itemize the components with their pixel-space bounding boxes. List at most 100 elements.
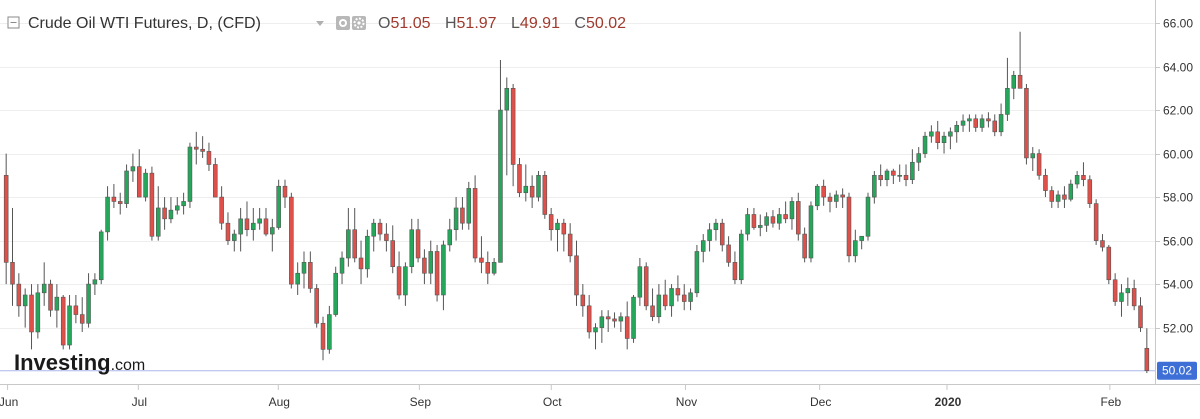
settings-icon[interactable] [352, 16, 366, 30]
candle-body [232, 233, 237, 241]
candle [1030, 147, 1036, 171]
candle-body [726, 244, 731, 263]
candle-body [593, 327, 598, 333]
candle [998, 103, 1004, 137]
candle-body [732, 262, 738, 281]
candle [935, 120, 940, 150]
candle-body [948, 131, 953, 137]
candle-body [187, 146, 193, 202]
candle-body [751, 214, 757, 228]
candle [929, 125, 934, 143]
candle [41, 262, 47, 306]
candle [1049, 186, 1055, 208]
candle [92, 273, 98, 295]
candle [941, 131, 947, 154]
candle-body [29, 294, 34, 333]
candle [22, 288, 28, 328]
candle-body [149, 172, 155, 237]
candle-body [98, 231, 104, 281]
candle-body [358, 257, 364, 270]
candle-body [1144, 347, 1150, 371]
candle-body [941, 135, 947, 144]
candle-body [498, 109, 503, 263]
candle-body [485, 262, 491, 274]
candle [618, 312, 624, 332]
candle-body [517, 164, 522, 194]
candle [194, 131, 199, 165]
candle [827, 192, 833, 213]
candle [681, 284, 687, 311]
candle [428, 240, 434, 285]
candle [485, 251, 491, 285]
logo-suffix: .com [111, 357, 146, 374]
candle-body [1119, 292, 1124, 302]
candle-body [567, 233, 573, 257]
candle-body [282, 185, 288, 198]
candle [29, 284, 34, 350]
candle-body [479, 257, 484, 263]
candle-body [986, 118, 991, 122]
candle-body [758, 225, 763, 228]
investing-logo: Investing.com [14, 350, 145, 375]
candle-body [276, 185, 281, 228]
y-tick-label: 60.00 [1163, 148, 1193, 162]
candle-body [605, 316, 611, 320]
ohlc-values: O51.05 H51.97 L49.91 C50.02 [378, 15, 626, 32]
candle-body [745, 214, 750, 235]
candle-body [447, 229, 453, 246]
candle-body [897, 175, 902, 177]
visibility-icon[interactable] [336, 16, 350, 30]
x-tick-label: Jul [132, 395, 147, 409]
candle [599, 310, 605, 343]
candle-body [453, 207, 459, 231]
candle [377, 218, 383, 241]
candle-body [574, 255, 579, 296]
candle-body [770, 216, 776, 224]
candle-body [1068, 183, 1074, 200]
candle-body [434, 251, 440, 296]
candle-body [428, 251, 434, 274]
x-tick-label: Sep [410, 395, 432, 409]
candle [333, 266, 338, 317]
candle [1131, 279, 1137, 311]
x-tick-label: Aug [269, 395, 290, 409]
candle-body [504, 88, 510, 111]
candle [1125, 277, 1131, 306]
candle [346, 207, 351, 267]
symbol-dropdown-icon[interactable] [316, 21, 324, 26]
close-label: C [574, 15, 586, 32]
candle [897, 164, 902, 182]
candle-body [719, 222, 725, 246]
candle-body [973, 118, 978, 128]
symbol-title[interactable]: Crude Oil WTI Futures, D, (CFD) [28, 15, 261, 32]
candle-body [688, 292, 693, 302]
candle [986, 112, 991, 128]
candle-body [124, 170, 129, 204]
chart-legend: Crude Oil WTI Futures, D, (CFD) O51.05 H… [7, 15, 626, 32]
candle-body [301, 262, 307, 274]
candle [270, 218, 275, 252]
candle-body [22, 294, 28, 307]
candle-body [713, 222, 719, 231]
candle [403, 262, 408, 306]
candle [764, 212, 769, 232]
high-value: 51.97 [457, 15, 497, 32]
candle [992, 114, 998, 137]
candle [282, 179, 288, 208]
candle [884, 168, 890, 187]
collapse-legend-icon[interactable] [7, 16, 20, 29]
candle [479, 236, 484, 274]
candle [308, 251, 313, 293]
candle [244, 201, 250, 237]
high-label: H [445, 15, 457, 32]
candle-body [441, 244, 446, 296]
candle [200, 136, 205, 158]
x-tick-label: Oct [543, 395, 562, 409]
candle [460, 197, 465, 230]
candle [358, 240, 364, 285]
x-tick-label: 2020 [935, 395, 962, 409]
candle-body [219, 196, 224, 224]
candle [206, 142, 212, 171]
candle [98, 229, 104, 285]
candle-body [79, 314, 85, 324]
